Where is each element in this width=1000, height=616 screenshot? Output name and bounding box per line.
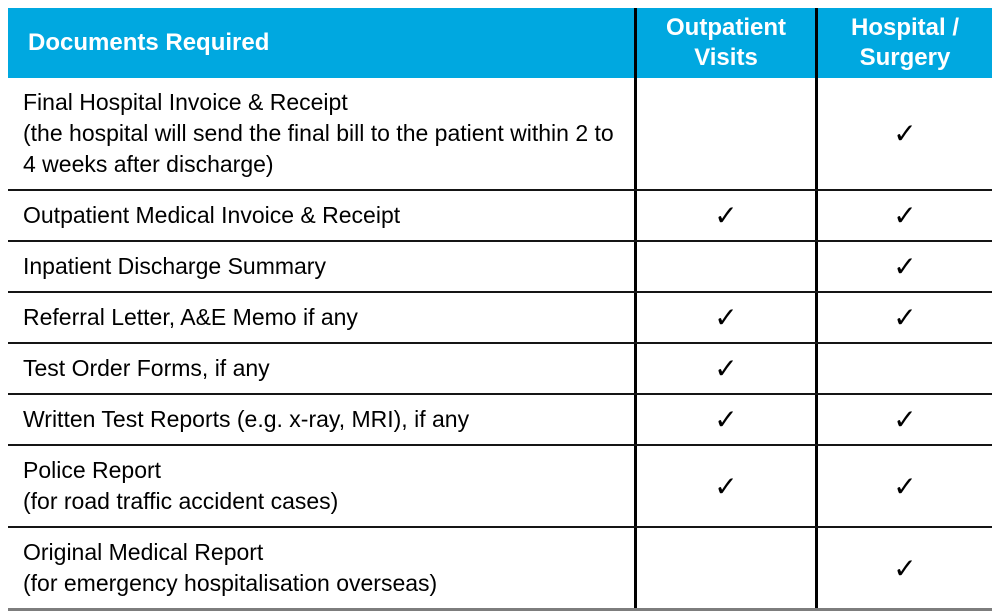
column-header-outpatient-visits: Outpatient Visits [634, 8, 815, 78]
column-header-documents-required: Documents Required [28, 29, 270, 56]
checkmark-icon: ✓ [893, 118, 917, 149]
column-header-hospital-surgery: Hospital / Surgery [815, 8, 992, 78]
hospital-surgery-cell: ✓ [815, 395, 992, 444]
table-row: Police Report (for road traffic accident… [8, 444, 992, 526]
document-cell: Test Order Forms, if any [8, 344, 634, 393]
outpatient-visits-cell: ✓ [634, 395, 815, 444]
outpatient-visits-cell [634, 528, 815, 608]
outpatient-visits-cell: ✓ [634, 191, 815, 240]
checkmark-icon: ✓ [893, 552, 917, 584]
table-header-row: Documents Required Outpatient Visits Hos… [8, 8, 992, 78]
document-title: Final Hospital Invoice & Receipt [23, 89, 348, 115]
outpatient-visits-cell [634, 242, 815, 291]
table-row: Written Test Reports (e.g. x-ray, MRI), … [8, 393, 992, 444]
hospital-surgery-cell: ✓ [815, 293, 992, 342]
document-cell: Outpatient Medical Invoice & Receipt [8, 191, 634, 240]
table-body: Final Hospital Invoice & Receipt (the ho… [8, 78, 992, 608]
document-cell: Original Medical Report (for emergency h… [8, 528, 634, 608]
checkmark-icon: ✓ [714, 302, 738, 333]
document-cell: Written Test Reports (e.g. x-ray, MRI), … [8, 395, 634, 444]
hospital-surgery-cell [815, 344, 992, 393]
checkmark-icon: ✓ [714, 200, 738, 231]
table-row: Outpatient Medical Invoice & Receipt ✓ ✓ [8, 189, 992, 240]
table-row: Test Order Forms, if any ✓ [8, 342, 992, 393]
document-note: (for road traffic accident cases) [23, 488, 339, 514]
document-title: Written Test Reports (e.g. x-ray, MRI), … [23, 406, 470, 432]
table-row: Inpatient Discharge Summary ✓ [8, 240, 992, 291]
table-row: Original Medical Report (for emergency h… [8, 526, 992, 608]
document-title: Police Report [23, 457, 162, 483]
outpatient-visits-cell: ✓ [634, 293, 815, 342]
hospital-surgery-cell: ✓ [815, 191, 992, 240]
document-cell: Referral Letter, A&E Memo if any [8, 293, 634, 342]
checkmark-icon: ✓ [714, 470, 738, 502]
table-row: Referral Letter, A&E Memo if any ✓ ✓ [8, 291, 992, 342]
document-title: Original Medical Report [23, 539, 264, 565]
outpatient-visits-cell [634, 78, 815, 189]
document-title: Test Order Forms, if any [23, 355, 270, 381]
table-row: Final Hospital Invoice & Receipt (the ho… [8, 78, 992, 189]
document-cell: Inpatient Discharge Summary [8, 242, 634, 291]
checkmark-icon: ✓ [893, 302, 917, 333]
document-cell: Police Report (for road traffic accident… [8, 446, 634, 526]
document-title: Inpatient Discharge Summary [23, 253, 326, 279]
checkmark-icon: ✓ [893, 251, 917, 282]
hospital-surgery-cell: ✓ [815, 528, 992, 608]
document-note: (for emergency hospitalisation overseas) [23, 570, 438, 596]
document-title: Outpatient Medical Invoice & Receipt [23, 202, 401, 228]
outpatient-visits-cell: ✓ [634, 446, 815, 526]
hospital-surgery-cell: ✓ [815, 242, 992, 291]
checkmark-icon: ✓ [893, 200, 917, 231]
document-title: Referral Letter, A&E Memo if any [23, 304, 358, 330]
document-cell: Final Hospital Invoice & Receipt (the ho… [8, 78, 634, 189]
checkmark-icon: ✓ [893, 470, 917, 502]
hospital-surgery-cell: ✓ [815, 78, 992, 189]
checkmark-icon: ✓ [714, 353, 738, 384]
checkmark-icon: ✓ [714, 404, 738, 435]
checkmark-icon: ✓ [893, 404, 917, 435]
hospital-surgery-cell: ✓ [815, 446, 992, 526]
outpatient-visits-cell: ✓ [634, 344, 815, 393]
document-note: (the hospital will send the final bill t… [23, 120, 614, 177]
documents-required-table: Documents Required Outpatient Visits Hos… [8, 8, 992, 611]
